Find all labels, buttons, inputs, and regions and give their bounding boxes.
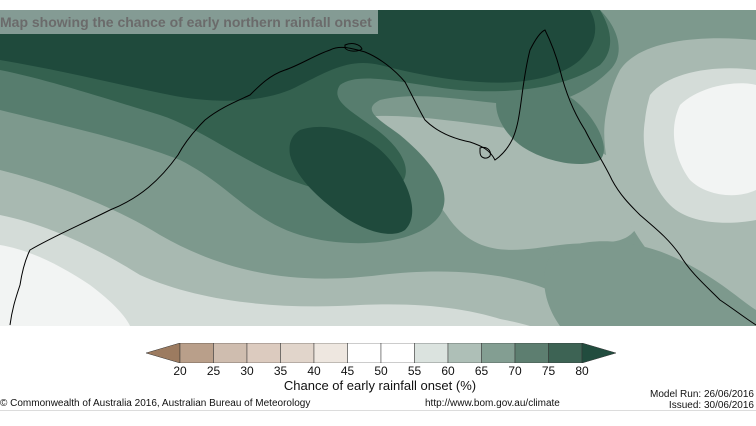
zone-80-north [0,10,596,101]
rainfall-onset-map [0,10,756,326]
zone-80-central [289,126,413,234]
zone-55-southwest [0,215,520,326]
coastline [9,29,756,326]
legend-tick-60: 60 [441,364,455,378]
island-groote [479,147,491,159]
copyright-notice: © Commonwealth of Australia 2016, Austra… [0,398,311,409]
legend-cell-50-55 [380,343,415,363]
legend-colorbar [146,343,616,363]
legend-ticks: 20 25 30 35 40 45 50 55 60 65 70 75 80 [0,364,756,380]
legend-tick-35: 35 [273,364,288,378]
legend-tick-55: 55 [407,364,422,378]
legend-cell-25-30 [213,343,248,363]
legend-tick-25: 25 [206,364,221,378]
legend-tick-30: 30 [240,364,254,378]
legend-cell-65-70 [481,343,516,363]
legend-cell-20-25 [179,343,214,363]
zone-65-southeast [544,241,756,326]
zone-70-east-lobe [496,85,604,165]
legend-title: Chance of early rainfall onset (%) [283,378,477,393]
legend-cell-70-75 [514,343,549,363]
map-canvas [0,10,756,326]
model-run-date: Model Run: 26/06/2016 [650,389,754,400]
legend-cell-30-35 [246,343,281,363]
legend-low-arrow [146,343,181,363]
issued-date: Issued: 30/06/2016 [668,400,754,411]
legend-tick-80: 80 [575,364,589,378]
legend-cell-55-60 [414,343,449,363]
legend-cell-45-50 [347,343,382,363]
legend-cell-35-40 [280,343,315,363]
legend-cell-75-80 [548,343,583,363]
legend-tick-50: 50 [374,364,388,378]
legend-tick-20: 20 [173,364,187,378]
zone-50-southwest [0,245,130,326]
legend-tick-70: 70 [508,364,522,378]
bom-climate-link[interactable]: http://www.bom.gov.au/climate [425,398,560,409]
legend-tick-40: 40 [307,364,321,378]
footer-divider [0,410,756,411]
legend-tick-65: 65 [474,364,489,378]
map-title: Map showing the chance of early northern… [0,10,378,34]
run-dates: Model Run: 26/06/2016 Issued: 30/06/2016 [650,389,754,411]
legend-cell-40-45 [313,343,348,363]
island-tiwi [344,43,363,52]
legend-high-arrow [581,343,616,363]
legend-tick-45: 45 [340,364,355,378]
legend-tick-75: 75 [541,364,556,378]
zone-55-south-strip [240,306,530,326]
legend-cell-60-65 [447,343,482,363]
zone-50-east [673,83,756,196]
